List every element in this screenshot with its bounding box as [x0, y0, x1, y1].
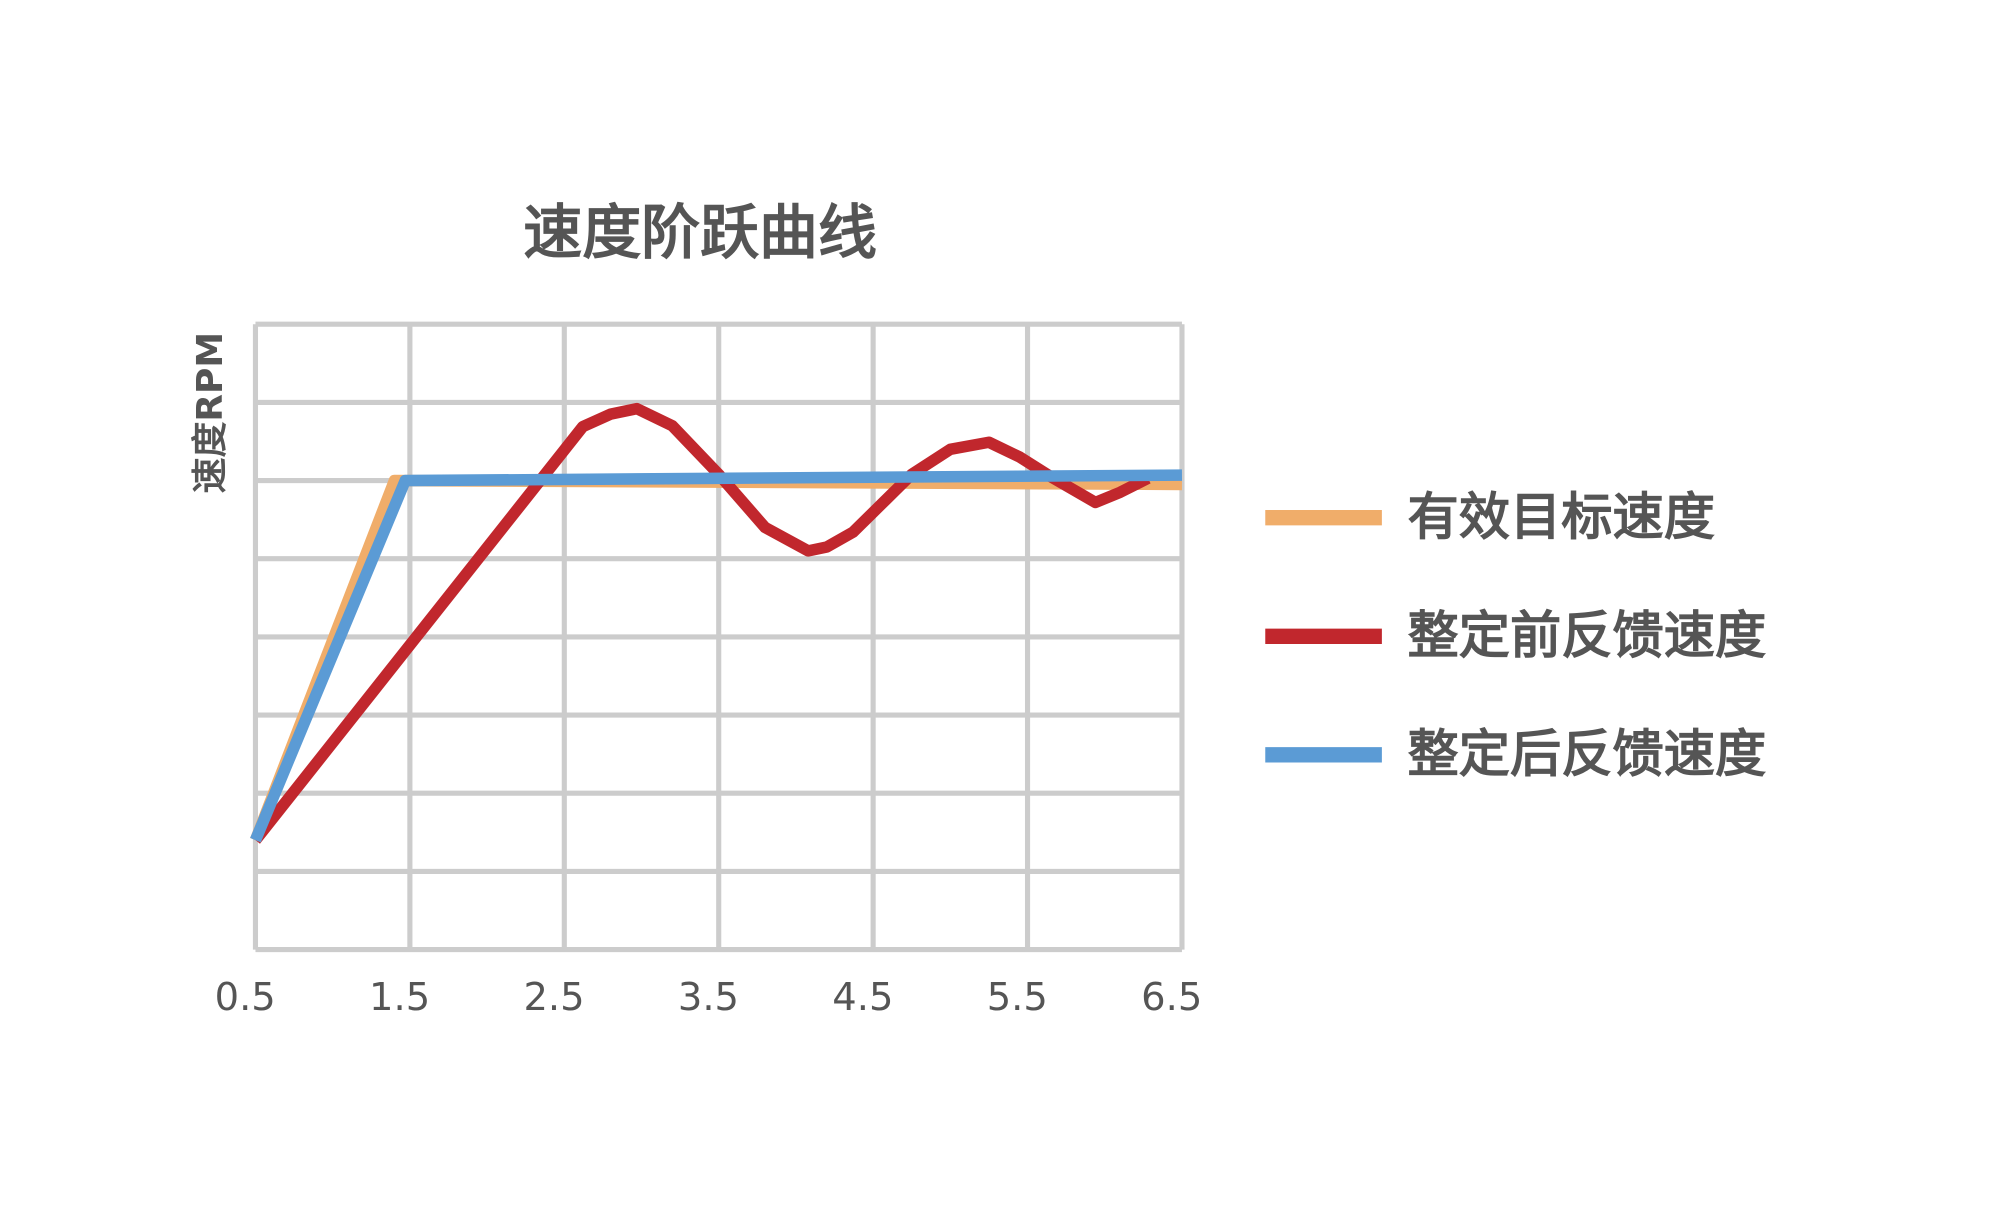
x-tick-label: 3.5	[678, 975, 739, 1020]
x-tick-label: 2.5	[523, 975, 584, 1020]
y-axis-title: 速度RPM	[190, 332, 231, 493]
x-tick-label: 4.5	[832, 975, 893, 1020]
legend-label: 整定前反馈速度	[1408, 606, 1767, 666]
x-tick-label: 1.5	[369, 975, 430, 1020]
legend-label: 有效目标速度	[1408, 487, 1716, 547]
legend-label: 整定后反馈速度	[1408, 724, 1767, 784]
x-tick-label: 6.5	[1141, 975, 1202, 1020]
series-line	[250, 469, 1183, 843]
x-tick-label: 0.5	[215, 975, 276, 1020]
chart-title: 速度阶跃曲线	[523, 198, 877, 267]
x-tick-label: 5.5	[987, 975, 1048, 1020]
